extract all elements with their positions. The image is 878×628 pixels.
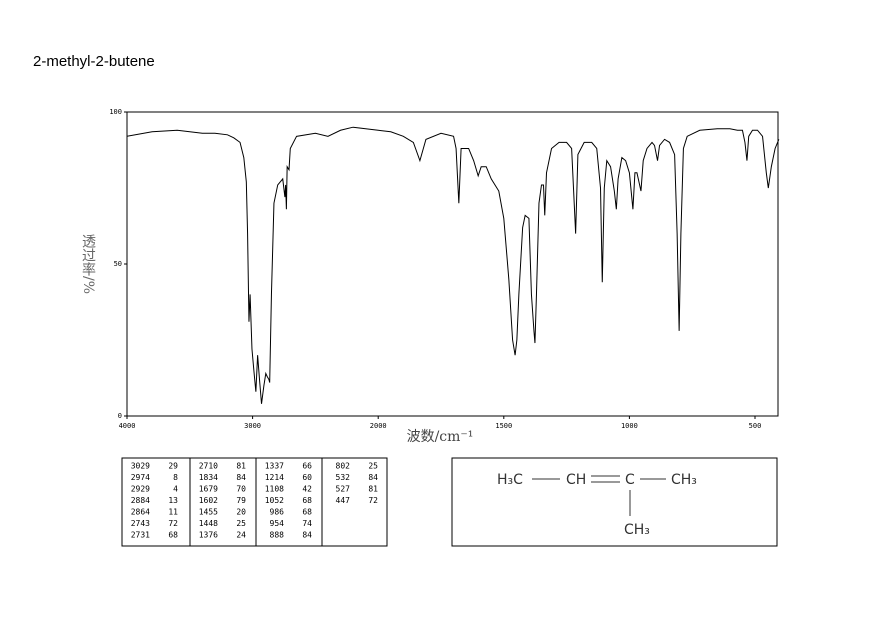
structure-frame bbox=[451, 457, 778, 547]
peak-transmittance: 25 bbox=[236, 519, 246, 528]
peak-transmittance: 13 bbox=[168, 496, 178, 505]
peak-transmittance: 4 bbox=[173, 485, 178, 494]
peak-transmittance: 84 bbox=[302, 531, 312, 540]
peak-wavenumber: 532 bbox=[336, 473, 351, 482]
atom-label: H₃C bbox=[497, 472, 523, 488]
peak-transmittance: 11 bbox=[168, 508, 178, 517]
peak-transmittance: 8 bbox=[173, 473, 178, 482]
peak-wavenumber: 527 bbox=[336, 485, 351, 494]
peak-wavenumber: 1052 bbox=[265, 496, 284, 505]
x-tick-label: 3000 bbox=[244, 422, 261, 430]
peak-wavenumber: 2864 bbox=[131, 508, 150, 517]
peak-wavenumber: 888 bbox=[270, 531, 285, 540]
chart-title: 2-methyl-2-butene bbox=[33, 53, 155, 70]
peak-wavenumber: 1602 bbox=[199, 496, 218, 505]
peak-transmittance: 68 bbox=[168, 531, 178, 540]
peak-transmittance: 84 bbox=[236, 473, 246, 482]
spectrum-line bbox=[126, 126, 780, 404]
peak-transmittance: 24 bbox=[236, 531, 246, 540]
y-tick-label: 0 bbox=[118, 412, 122, 420]
peak-wavenumber: 1376 bbox=[199, 531, 218, 540]
peak-transmittance: 84 bbox=[368, 473, 378, 482]
peak-wavenumber: 1448 bbox=[199, 519, 218, 528]
peak-transmittance: 68 bbox=[302, 508, 312, 517]
x-tick-label: 1000 bbox=[621, 422, 638, 430]
peak-wavenumber: 2743 bbox=[131, 519, 150, 528]
atom-label: C bbox=[625, 472, 635, 488]
peak-wavenumber: 2710 bbox=[199, 462, 218, 471]
x-axis-label: 波数/cm⁻¹ bbox=[407, 429, 474, 445]
peak-transmittance: 72 bbox=[368, 496, 378, 505]
x-tick-label: 1500 bbox=[495, 422, 512, 430]
peak-transmittance: 20 bbox=[236, 508, 246, 517]
peak-wavenumber: 2731 bbox=[131, 531, 150, 540]
peak-wavenumber: 2884 bbox=[131, 496, 150, 505]
peak-transmittance: 72 bbox=[168, 519, 178, 528]
y-tick-label: 100 bbox=[109, 108, 122, 116]
atom-label: CH bbox=[566, 472, 586, 488]
peak-transmittance: 42 bbox=[302, 485, 312, 494]
peak-wavenumber: 3029 bbox=[131, 462, 150, 471]
y-axis-label: 透过率/% bbox=[80, 234, 96, 294]
peak-wavenumber: 802 bbox=[336, 462, 351, 471]
peak-transmittance: 81 bbox=[368, 485, 378, 494]
peak-wavenumber: 1108 bbox=[265, 485, 284, 494]
peak-wavenumber: 447 bbox=[336, 496, 351, 505]
peak-transmittance: 74 bbox=[302, 519, 312, 528]
peak-transmittance: 79 bbox=[236, 496, 246, 505]
y-tick-label: 50 bbox=[114, 260, 122, 268]
peak-transmittance: 66 bbox=[302, 462, 312, 471]
peak-wavenumber: 1834 bbox=[199, 473, 218, 482]
peak-transmittance: 70 bbox=[236, 485, 246, 494]
peak-transmittance: 25 bbox=[368, 462, 378, 471]
structure: H₃C CH C CH₃ CH₃ bbox=[497, 472, 697, 538]
peak-wavenumber: 1337 bbox=[265, 462, 284, 471]
atom-label: CH₃ bbox=[671, 472, 697, 488]
peak-wavenumber: 954 bbox=[270, 519, 285, 528]
x-tick-label: 500 bbox=[749, 422, 762, 430]
peak-wavenumber: 986 bbox=[270, 508, 285, 517]
peak-transmittance: 29 bbox=[168, 462, 178, 471]
peak-table-frame bbox=[121, 457, 388, 547]
peak-transmittance: 81 bbox=[236, 462, 246, 471]
peak-wavenumber: 1214 bbox=[265, 473, 284, 482]
peak-wavenumber: 2974 bbox=[131, 473, 150, 482]
x-tick-label: 2000 bbox=[370, 422, 387, 430]
atom-label: CH₃ bbox=[624, 522, 650, 538]
x-tick-label: 4000 bbox=[119, 422, 136, 430]
peak-transmittance: 60 bbox=[302, 473, 312, 482]
peak-transmittance: 68 bbox=[302, 496, 312, 505]
peak-wavenumber: 1679 bbox=[199, 485, 218, 494]
peak-wavenumber: 1455 bbox=[199, 508, 218, 517]
peak-wavenumber: 2929 bbox=[131, 485, 150, 494]
